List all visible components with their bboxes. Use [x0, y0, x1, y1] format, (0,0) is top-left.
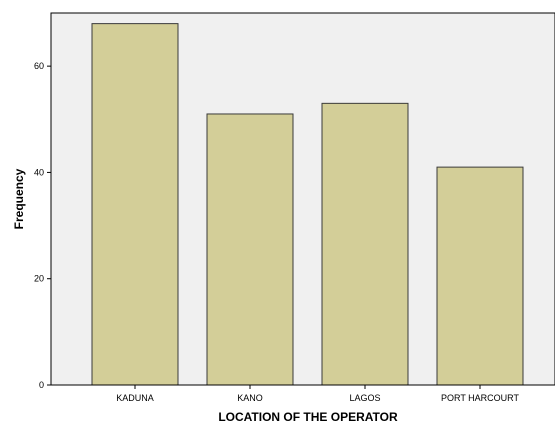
- y-tick-label: 0: [39, 380, 44, 390]
- y-axis-ticks: 0 20 40 60: [34, 61, 51, 390]
- y-tick-label: 20: [34, 274, 44, 284]
- bar-kaduna: [91, 23, 179, 386]
- y-axis-title: Frequency: [12, 168, 26, 229]
- x-axis-title: LOCATION OF THE OPERATOR: [218, 410, 398, 424]
- bars-group: [91, 23, 524, 386]
- y-tick-label: 60: [34, 61, 44, 71]
- bar-kano: [206, 113, 294, 386]
- x-tick-label: LAGOS: [349, 393, 380, 403]
- bar-lagos: [321, 102, 409, 386]
- bar-port-harcourt: [436, 166, 524, 386]
- x-tick-label: PORT HARCOURT: [441, 393, 520, 403]
- x-tick-label: KANO: [237, 393, 263, 403]
- x-tick-label: KADUNA: [116, 393, 154, 403]
- y-tick-label: 40: [34, 167, 44, 177]
- x-axis-ticks: KADUNA KANO LAGOS PORT HARCOURT: [116, 385, 520, 403]
